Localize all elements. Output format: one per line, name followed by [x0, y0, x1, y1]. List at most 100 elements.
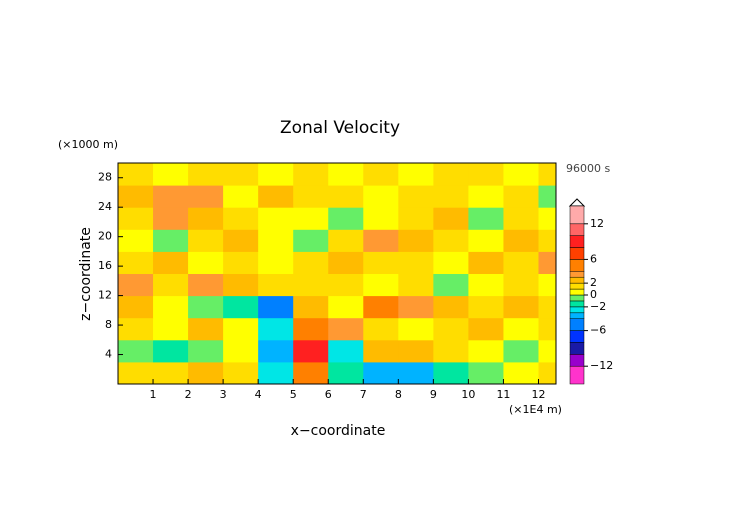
field-cell — [223, 251, 259, 274]
y-tick-label: 4 — [105, 348, 112, 361]
field-cell — [153, 251, 189, 274]
field-cell — [293, 317, 329, 341]
field-cell — [223, 295, 259, 319]
field-cell — [293, 251, 329, 274]
field-cell — [153, 317, 189, 341]
field-cell — [503, 317, 539, 341]
field-cell — [538, 229, 557, 252]
field-cell — [293, 295, 329, 319]
field-cell — [118, 229, 154, 252]
field-cell — [223, 317, 259, 341]
field-cell — [258, 163, 294, 186]
field-cell — [153, 207, 189, 230]
y-unit: (×1000 m) — [58, 138, 118, 151]
colorbar-tick-label: −12 — [590, 359, 613, 372]
field-cell — [293, 163, 329, 186]
field-cell — [258, 295, 294, 319]
field-cell — [188, 163, 224, 186]
field-cell — [363, 295, 399, 319]
field-cell — [293, 207, 329, 230]
field-cell — [223, 273, 259, 297]
y-tick-label: 16 — [98, 259, 112, 272]
field-cell — [363, 339, 399, 363]
field-cell — [398, 251, 434, 274]
field-cell — [118, 163, 154, 186]
plot-frame — [117, 162, 557, 385]
field-cell — [433, 295, 469, 319]
field-cell — [398, 185, 434, 208]
field-cell — [538, 185, 557, 208]
field-cell — [363, 317, 399, 341]
field-cell — [328, 229, 364, 252]
colorbar-band — [569, 306, 585, 314]
colorbar-arrow — [568, 198, 586, 207]
field-cell — [293, 185, 329, 208]
field-cell — [503, 295, 539, 319]
field-cell — [433, 339, 469, 363]
field-cell — [468, 229, 504, 252]
field-cell — [258, 229, 294, 252]
colorbar-band — [569, 294, 585, 302]
field-cell — [433, 229, 469, 252]
field-cell — [398, 295, 434, 319]
field-cell — [398, 273, 434, 297]
field-cell — [538, 273, 557, 297]
field-cell — [468, 295, 504, 319]
colorbar-tick-label: 2 — [590, 276, 597, 289]
field-cell — [153, 339, 189, 363]
y-tick-label: 8 — [105, 318, 112, 331]
field-cell — [188, 361, 224, 385]
field-cell — [223, 339, 259, 363]
colorbar-band — [569, 288, 585, 296]
field-cell — [223, 361, 259, 385]
field — [118, 163, 557, 385]
colorbar-band — [569, 205, 585, 225]
field-cell — [398, 207, 434, 230]
field-cell — [328, 251, 364, 274]
field-cell — [258, 207, 294, 230]
field-cell — [293, 339, 329, 363]
field-cell — [118, 361, 154, 385]
field-cell — [503, 229, 539, 252]
field-cell — [258, 361, 294, 385]
x-tick-label: 4 — [255, 388, 262, 401]
colorbar-band — [569, 259, 585, 272]
field-cell — [223, 163, 259, 186]
y-tick-label: 24 — [98, 200, 112, 213]
y-tick-label: 20 — [98, 230, 112, 243]
colorbar-band — [569, 247, 585, 260]
field-cell — [433, 251, 469, 274]
field-cell — [538, 361, 557, 385]
field-cell — [468, 207, 504, 230]
y-tick-label: 28 — [98, 171, 112, 184]
field-cell — [328, 361, 364, 385]
field-cell — [363, 207, 399, 230]
field-cell — [468, 251, 504, 274]
field-cell — [363, 251, 399, 274]
field-cell — [118, 207, 154, 230]
x-tick-label: 7 — [360, 388, 367, 401]
x-tick-label: 1 — [150, 388, 157, 401]
colorbar-tick-label: −6 — [590, 324, 606, 337]
x-tick-label: 9 — [430, 388, 437, 401]
y-axis-label: z−coordinate — [78, 227, 94, 321]
field-cell — [328, 207, 364, 230]
field-cell — [503, 251, 539, 274]
field-cell — [153, 295, 189, 319]
x-tick-label: 8 — [395, 388, 402, 401]
field-cell — [468, 273, 504, 297]
field-cell — [503, 273, 539, 297]
field-cell — [153, 229, 189, 252]
colorbar-band — [569, 223, 585, 236]
field-cell — [363, 185, 399, 208]
field-cell — [503, 339, 539, 363]
field-cell — [538, 339, 557, 363]
colorbar-tick-label: 0 — [590, 288, 597, 301]
field-cell — [433, 207, 469, 230]
chart-title: Zonal Velocity — [280, 118, 400, 138]
field-cell — [363, 361, 399, 385]
field-cell — [188, 295, 224, 319]
field-cell — [153, 185, 189, 208]
colorbar-band — [569, 271, 585, 278]
